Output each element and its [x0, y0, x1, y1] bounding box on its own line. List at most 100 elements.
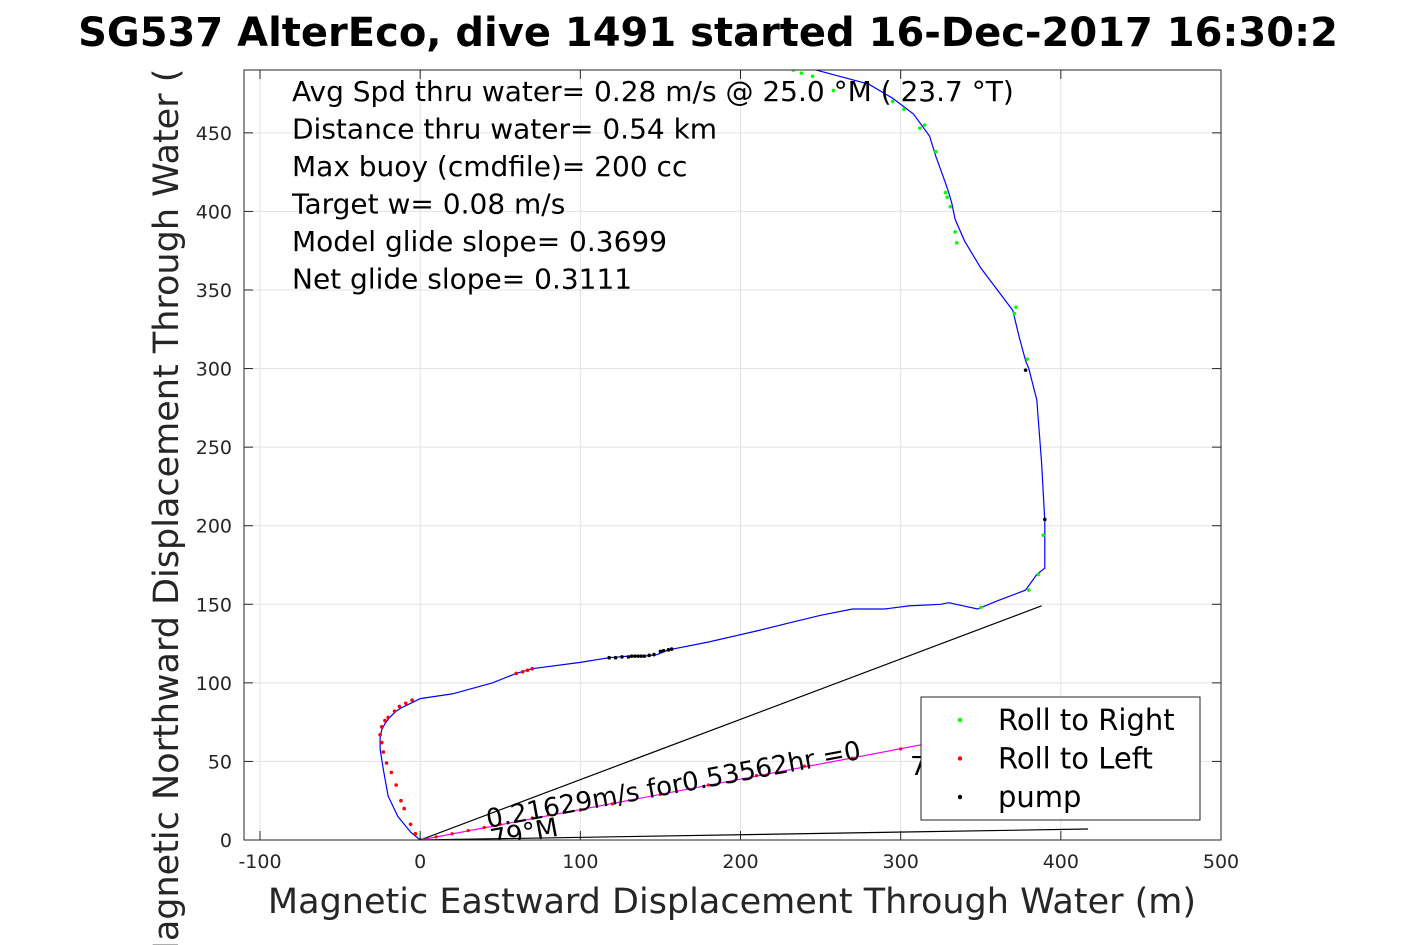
pump-marker-11 [652, 652, 656, 657]
pump-marker-5 [629, 654, 634, 658]
x-tick-label-3: 200 [722, 851, 758, 873]
x-tick-label-5: 400 [1043, 851, 1079, 873]
x-axis-label: Magnetic Eastward Displacement Through W… [268, 882, 1196, 922]
roll-left-vector-marker-2 [466, 828, 470, 833]
roll-left-marker-13 [392, 709, 397, 713]
axes-box [243, 69, 1222, 841]
pump-marker-4 [626, 655, 631, 659]
roll-left-marker-12 [386, 715, 390, 720]
roll-left-marker-1 [408, 822, 413, 827]
legend-box [920, 696, 1201, 821]
roll-right-marker-3 [1041, 533, 1046, 537]
chart-title: SG537 AlterEco, dive 1491 started 16-Dec… [78, 10, 1338, 56]
legend: Roll to Right Roll to Left pump [920, 696, 1201, 821]
y-tick-label-3: 150 [196, 594, 232, 616]
roll-left-marker-19 [525, 668, 530, 673]
roll-right-marker-5 [1014, 305, 1018, 310]
roll-right-marker-12 [943, 190, 948, 195]
roll-right-marker-2 [1036, 572, 1041, 577]
roll-left-vector-marker-12 [754, 773, 759, 778]
roll-right-marker-15 [918, 126, 922, 130]
pump-marker-16 [1023, 368, 1028, 372]
roll-left-vector-marker-7 [546, 813, 550, 817]
annotation-line-0: Avg Spd thru water= 0.28 m/s @ 25.0 °M (… [292, 75, 1014, 108]
annotation-line-3: Target w= 0.08 m/s [291, 188, 565, 221]
roll-left-marker-9 [378, 732, 382, 737]
roll-left-marker-20 [530, 666, 535, 671]
y-tick-label-1: 50 [208, 751, 232, 773]
roll-left-vector-marker-15 [899, 747, 903, 751]
pump-marker-10 [647, 653, 652, 658]
legend-label-1: Roll to Left [998, 742, 1153, 776]
legend-marker-2 [957, 794, 963, 800]
annotation-line-1: Distance thru water= 0.54 km [292, 113, 717, 146]
y-tick-label-9: 450 [196, 123, 232, 145]
x-tick-label-4: 300 [883, 851, 919, 873]
roll-right-marker-14 [922, 123, 927, 127]
roll-left-vector-marker-5 [514, 819, 518, 823]
roll-right-marker-17 [890, 99, 895, 104]
x-tick-label-1: 0 [414, 851, 426, 873]
y-tick-label-0: 0 [220, 830, 232, 852]
roll-left-vector-marker-6 [530, 816, 534, 820]
roll-right-marker-20 [799, 71, 804, 75]
pump-marker-2 [613, 655, 618, 660]
roll-left-marker-16 [410, 698, 414, 702]
roll-right-marker-8 [954, 241, 959, 245]
roll-right-marker-7 [978, 605, 983, 610]
x-tick-label-6: 500 [1203, 851, 1239, 873]
roll-left-vector-marker-0 [434, 835, 438, 839]
roll-left-marker-8 [379, 740, 384, 745]
annotation-block: Avg Spd thru water= 0.28 m/s @ 25.0 °M (… [291, 75, 1014, 296]
roll-left-marker-2 [402, 806, 406, 811]
roll-right-marker-9 [953, 230, 957, 234]
y-tick-label-5: 250 [196, 437, 232, 459]
roll-left-marker-7 [381, 750, 386, 754]
legend-label-2: pump [998, 780, 1081, 814]
roll-left-vector-marker-9 [610, 802, 614, 806]
legend-marker-1 [957, 756, 963, 761]
pump-marker-9 [642, 654, 647, 658]
roll-left-marker-0 [413, 831, 418, 836]
roll-right-marker-19 [810, 74, 815, 79]
roll-left-vector-marker-1 [450, 832, 454, 836]
roll-left-marker-3 [399, 798, 403, 803]
x-tick-label-0: -100 [238, 851, 281, 873]
series-line-0 [379, 70, 1046, 840]
y-tick-label-4: 200 [196, 516, 232, 538]
pump-marker-6 [633, 654, 637, 658]
roll-left-vector-marker-4 [498, 822, 502, 826]
roll-right-marker-13 [934, 149, 938, 154]
y-tick-label-8: 400 [196, 201, 232, 223]
roll-left-vector-marker-14 [851, 756, 855, 760]
roll-left-marker-5 [389, 770, 394, 775]
roll-left-marker-4 [394, 783, 398, 787]
legend-marker-0 [957, 717, 963, 723]
roll-left-vector-marker-11 [706, 783, 711, 787]
roll-left-vector-marker-13 [802, 764, 807, 768]
reference-line-0 [419, 605, 1042, 840]
annotation-line-2: Max buoy (cmdfile)= 200 cc [292, 150, 687, 183]
roll-left-marker-18 [520, 670, 525, 674]
pump-marker-8 [639, 654, 644, 658]
roll-left-marker-6 [384, 761, 389, 765]
roll-right-marker-1 [1027, 588, 1031, 592]
y-axis-label: Magnetic Northward Displacement Through … [147, 69, 187, 945]
roll-left-marker-14 [397, 704, 402, 709]
pump-marker-12 [658, 649, 663, 654]
series-line-1 [420, 742, 933, 840]
annotation-line-5: Net glide slope= 0.3111 [292, 263, 632, 296]
pump-marker-14 [666, 648, 671, 652]
pump-marker-3 [620, 655, 624, 659]
axis-ticks: -100 0 100 200 300 400 500 0 50 100 150 200 250 300 35… [196, 70, 1239, 873]
pump-marker-1 [607, 655, 611, 660]
roll-left-marker-17 [514, 671, 519, 676]
x-tick-label-2: 100 [562, 851, 598, 873]
pump-marker-7 [636, 654, 640, 658]
reference-line-1 [420, 828, 1089, 840]
y-tick-label-7: 350 [196, 280, 232, 302]
roll-right-marker-18 [831, 88, 836, 93]
roll-left-marker-11 [383, 718, 387, 723]
pump-marker-15 [669, 647, 674, 651]
